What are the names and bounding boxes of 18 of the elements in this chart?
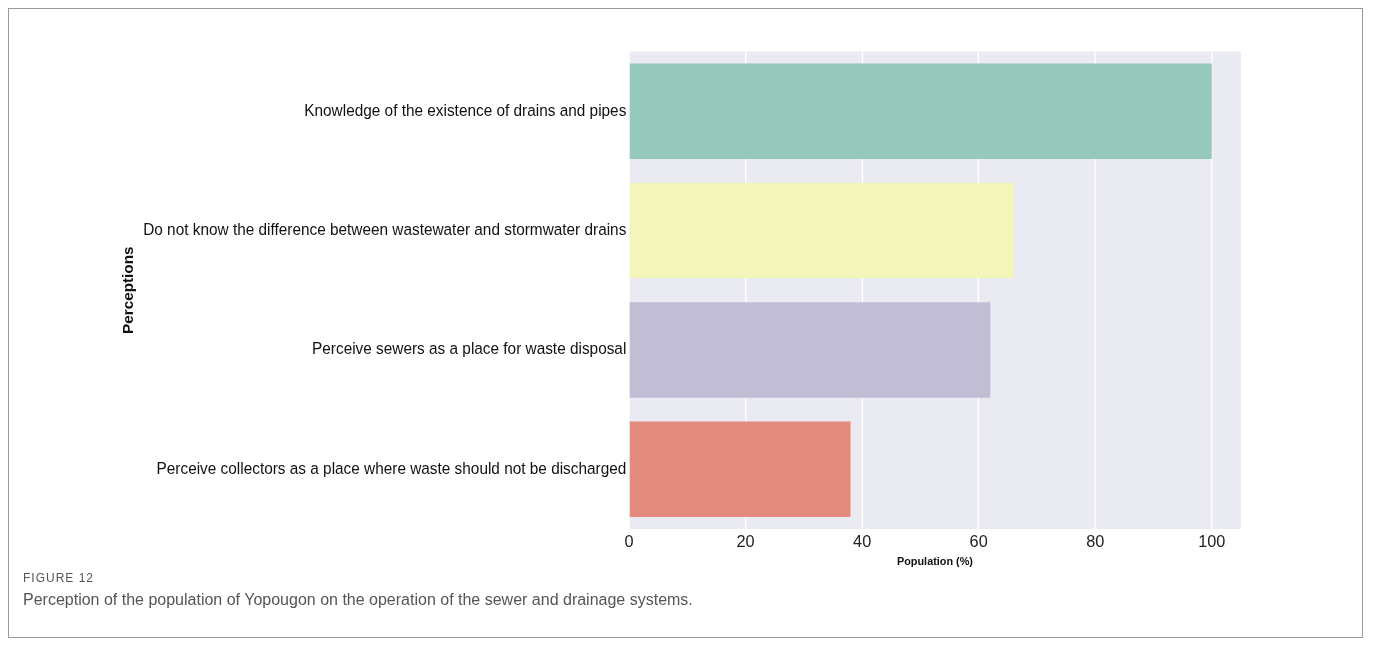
x-tick-label: 40 [853,531,872,551]
y-axis-title: Perceptions [120,246,137,334]
x-tick-label: 20 [736,531,755,551]
y-tick-label: Do not know the difference between wastewater and stormwater drains [143,220,627,239]
x-tick-label: 60 [969,531,988,551]
bar [629,302,991,398]
y-tick-label: Knowledge of the existence of drains and pipes [304,101,627,119]
y-tick-label: Perceive collectors as a place where waste should not be discharged [156,459,627,477]
bar [629,421,851,517]
y-tick-label: Perceive sewers as a place for waste disposal [312,340,627,358]
bar [629,182,1014,279]
text: Perception of the population of Yopougon on the operation of the sewer and drainage systems. [23,591,694,609]
x-tick-label: 0 [624,531,634,551]
x-tick-label: 100 [1198,531,1226,551]
x-axis-title: Population (%) [896,555,974,568]
x-tick-label: 80 [1086,531,1105,551]
bar [629,63,1212,159]
caption: FIGURE 12 [23,571,95,585]
